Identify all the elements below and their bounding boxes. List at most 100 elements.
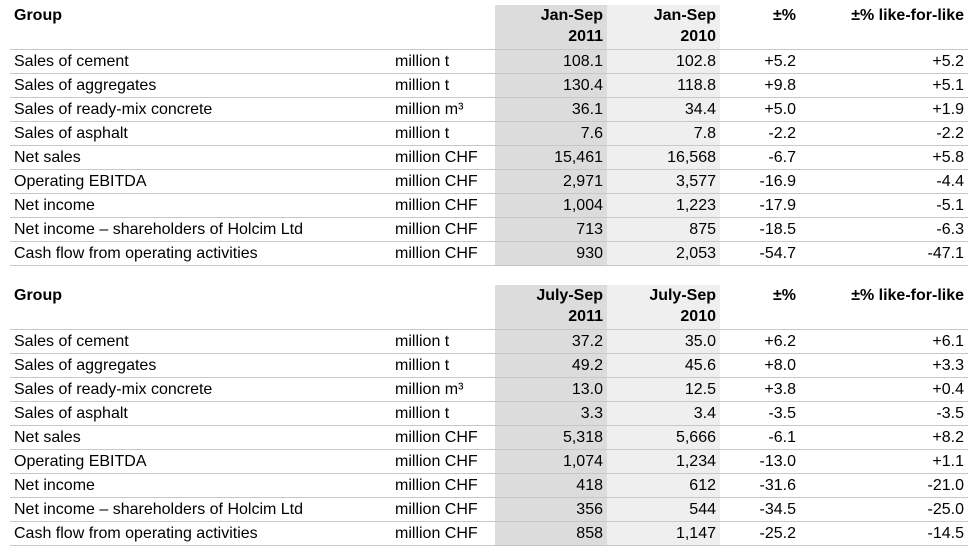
- year-2010-label: 2010: [680, 308, 716, 325]
- value-2010: 1,147: [607, 521, 720, 546]
- value-2010: 3,577: [607, 169, 720, 194]
- change-pct: +9.8: [720, 73, 800, 98]
- change-pct: -18.5: [720, 217, 800, 242]
- row-label: Sales of ready-mix concrete: [10, 377, 391, 402]
- value-2010: 612: [607, 473, 720, 498]
- row-label: Sales of asphalt: [10, 121, 391, 146]
- row-unit: million t: [391, 121, 495, 146]
- value-2011: 356: [495, 497, 607, 522]
- value-2011: 3.3: [495, 401, 607, 426]
- row-unit: million CHF: [391, 449, 495, 474]
- value-2011: 15,461: [495, 145, 607, 170]
- nine-month-results-table: Group Jan-Sep 2011 Jan-Sep 2010 ±% ±% li…: [10, 5, 968, 266]
- change-like-for-like: -5.1: [800, 193, 968, 218]
- row-unit: million CHF: [391, 193, 495, 218]
- table-row: Sales of asphalt million t 3.3 3.4 -3.5 -3.5: [10, 401, 968, 426]
- value-2011: 1,004: [495, 193, 607, 218]
- row-unit: million t: [391, 329, 495, 354]
- value-2011: 930: [495, 241, 607, 266]
- row-unit: million CHF: [391, 169, 495, 194]
- row-unit: million t: [391, 353, 495, 378]
- value-2011: 858: [495, 521, 607, 546]
- row-unit: million CHF: [391, 217, 495, 242]
- change-like-for-like: +5.2: [800, 49, 968, 74]
- change-like-for-like: +8.2: [800, 425, 968, 450]
- change-pct: -31.6: [720, 473, 800, 498]
- change-like-for-like: -4.4: [800, 169, 968, 194]
- change-like-for-like: -6.3: [800, 217, 968, 242]
- change-like-for-like: +1.1: [800, 449, 968, 474]
- value-2011: 13.0: [495, 377, 607, 402]
- unit-header: [391, 5, 495, 50]
- table-row: Sales of cement million t 37.2 35.0 +6.2 +6.1: [10, 329, 968, 354]
- value-2011: 37.2: [495, 329, 607, 354]
- row-unit: million CHF: [391, 145, 495, 170]
- change-pct: -3.5: [720, 401, 800, 426]
- value-2011: 7.6: [495, 121, 607, 146]
- table-row: Sales of aggregates million t 49.2 45.6 +8.0…: [10, 353, 968, 378]
- change-pct-header: ±%: [720, 285, 800, 330]
- change-pct: -16.9: [720, 169, 800, 194]
- change-pct: +8.0: [720, 353, 800, 378]
- table-row: Net sales million CHF 5,318 5,666 -6.1 +8.2: [10, 425, 968, 450]
- row-label: Net income: [10, 473, 391, 498]
- table-row: Net income million CHF 1,004 1,223 -17.9 -5.1: [10, 193, 968, 218]
- row-unit: million CHF: [391, 473, 495, 498]
- third-quarter-results-table: Group July-Sep 2011 July-Sep 2010 ±% ±% …: [10, 285, 968, 546]
- table-row: Sales of cement million t 108.1 102.8 +5.2 +5…: [10, 49, 968, 74]
- row-label: Sales of asphalt: [10, 401, 391, 426]
- change-pct: -6.7: [720, 145, 800, 170]
- group-header: Group: [10, 5, 391, 50]
- period-2011-label: July-Sep: [536, 287, 603, 304]
- change-pct: +3.8: [720, 377, 800, 402]
- value-2011: 49.2: [495, 353, 607, 378]
- period-2011-label: Jan-Sep: [540, 7, 603, 24]
- change-like-for-like: +5.1: [800, 73, 968, 98]
- group-header: Group: [10, 285, 391, 330]
- year-2010-label: 2010: [680, 28, 716, 45]
- change-like-for-like: -14.5: [800, 521, 968, 546]
- value-2010: 1,223: [607, 193, 720, 218]
- change-like-for-like: +5.8: [800, 145, 968, 170]
- table-row: Cash flow from operating activities milli…: [10, 521, 968, 546]
- change-like-for-like: +6.1: [800, 329, 968, 354]
- value-2010: 16,568: [607, 145, 720, 170]
- row-label: Net income – shareholders of Holcim Ltd: [10, 497, 391, 522]
- period-2011-header: Jan-Sep 2011: [495, 5, 607, 50]
- change-like-for-like: -47.1: [800, 241, 968, 266]
- row-unit: million m³: [391, 97, 495, 122]
- value-2010: 34.4: [607, 97, 720, 122]
- row-label: Net income – shareholders of Holcim Ltd: [10, 217, 391, 242]
- change-pct: +5.0: [720, 97, 800, 122]
- period-2010-header: Jan-Sep 2010: [607, 5, 720, 50]
- change-pct: -17.9: [720, 193, 800, 218]
- row-unit: million CHF: [391, 497, 495, 522]
- table-row: Net income – shareholders of Holcim Ltd m…: [10, 217, 968, 242]
- row-label: Sales of cement: [10, 329, 391, 354]
- value-2011: 418: [495, 473, 607, 498]
- table-row: Sales of aggregates million t 130.4 118.8 +9…: [10, 73, 968, 98]
- table-row: Sales of ready-mix concrete million m³ 13.…: [10, 377, 968, 402]
- table-row: Operating EBITDA million CHF 1,074 1,234 -13…: [10, 449, 968, 474]
- table-row: Sales of ready-mix concrete million m³ 36.…: [10, 97, 968, 122]
- value-2010: 875: [607, 217, 720, 242]
- value-2011: 36.1: [495, 97, 607, 122]
- table-header-row: Group Jan-Sep 2011 Jan-Sep 2010 ±% ±% li…: [10, 5, 968, 50]
- value-2011: 713: [495, 217, 607, 242]
- year-2011-label: 2011: [568, 308, 603, 325]
- table-row: Sales of asphalt million t 7.6 7.8 -2.2 -2.2: [10, 121, 968, 146]
- like-for-like-header: ±% like-for-like: [800, 5, 968, 50]
- value-2010: 45.6: [607, 353, 720, 378]
- value-2011: 130.4: [495, 73, 607, 98]
- table-row: Net sales million CHF 15,461 16,568 -6.7 +5.8: [10, 145, 968, 170]
- value-2010: 1,234: [607, 449, 720, 474]
- row-label: Sales of aggregates: [10, 353, 391, 378]
- table-row: Operating EBITDA million CHF 2,971 3,577 -16…: [10, 169, 968, 194]
- row-unit: million CHF: [391, 241, 495, 266]
- row-label: Sales of ready-mix concrete: [10, 97, 391, 122]
- row-label: Operating EBITDA: [10, 449, 391, 474]
- change-like-for-like: -3.5: [800, 401, 968, 426]
- table-row: Net income – shareholders of Holcim Ltd m…: [10, 497, 968, 522]
- row-label: Sales of cement: [10, 49, 391, 74]
- value-2011: 5,318: [495, 425, 607, 450]
